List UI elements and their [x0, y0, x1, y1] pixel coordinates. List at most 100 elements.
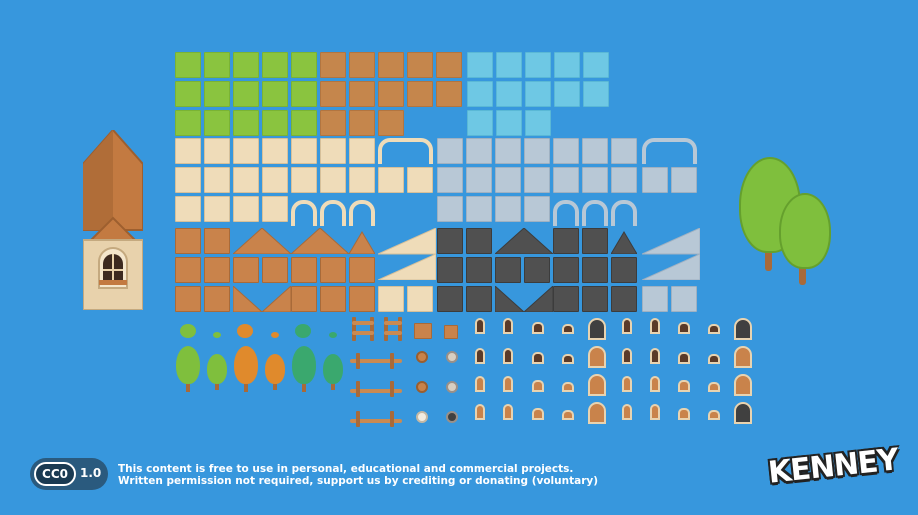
logo-text: KENNEY	[766, 442, 900, 491]
tile-sprite	[291, 52, 317, 78]
tile-sprite	[378, 110, 404, 136]
tile-sprite	[378, 167, 404, 193]
tile-sprite	[233, 52, 259, 78]
tile-sprite	[466, 286, 492, 312]
tile-sprite	[553, 138, 579, 164]
tile-sprite	[233, 110, 259, 136]
tile-sprite	[525, 81, 551, 107]
tile-sprite	[524, 167, 550, 193]
tile-sprite	[349, 167, 375, 193]
tile-sprite	[553, 167, 579, 193]
window-icon	[650, 318, 660, 334]
tile-sprite	[204, 81, 230, 107]
wall-tileset	[175, 138, 700, 226]
window-icon	[503, 404, 513, 420]
tile-sprite	[583, 52, 609, 78]
license-text: This content is free to use in personal,…	[118, 463, 618, 487]
window-icon	[475, 404, 485, 420]
tile-sprite	[611, 138, 637, 164]
tile-sprite	[496, 110, 522, 136]
tile-sprite	[466, 167, 492, 193]
window-icon	[622, 348, 632, 364]
bush-icon	[213, 332, 221, 338]
tile-sprite	[378, 52, 404, 78]
tile-sprite	[233, 257, 259, 283]
tile-sprite	[331, 380, 335, 390]
door-icon	[734, 346, 752, 368]
tile-sprite	[611, 257, 637, 283]
tile-sprite	[378, 286, 404, 312]
log-icon	[416, 381, 428, 393]
window-icon	[503, 348, 513, 364]
tile-sprite	[436, 52, 462, 78]
tile-sprite	[349, 81, 375, 107]
tile-sprite	[436, 81, 462, 107]
tile-sprite	[291, 257, 317, 283]
tree-icon	[234, 346, 258, 384]
tile-sprite	[291, 81, 317, 107]
tile-sprite	[175, 257, 201, 283]
tile-sprite	[553, 228, 579, 254]
window-icon	[562, 382, 574, 392]
tile-sprite	[204, 257, 230, 283]
tile-sprite	[352, 331, 374, 335]
slate-peak-icon	[611, 231, 637, 254]
tile-sprite	[175, 81, 201, 107]
tile-sprite	[407, 52, 433, 78]
tile-sprite	[291, 110, 317, 136]
tile-sprite	[262, 196, 288, 222]
tower-icon	[80, 128, 146, 311]
window-icon	[678, 408, 690, 420]
tile-sprite	[390, 381, 394, 397]
tile-sprite	[204, 110, 230, 136]
tile-sprite	[582, 138, 608, 164]
tile-sprite	[467, 81, 493, 107]
window-icon	[650, 404, 660, 420]
window-icon	[532, 352, 544, 364]
tile-sprite	[349, 257, 375, 283]
tile-sprite	[437, 196, 463, 222]
license-version: 1.0	[80, 466, 102, 480]
window-icon	[678, 322, 690, 334]
tile-sprite	[642, 167, 668, 193]
ladder-icon	[384, 317, 388, 341]
roof-peak-icon	[291, 228, 349, 254]
door-icon	[734, 374, 752, 396]
tile-sprite	[320, 167, 346, 193]
tile-sprite	[349, 52, 375, 78]
tile-sprite	[175, 286, 201, 312]
tile-sprite	[524, 257, 550, 283]
tile-sprite	[554, 81, 580, 107]
fence-icon	[350, 389, 402, 393]
tile-sprite	[378, 138, 433, 164]
tile-sprite	[349, 138, 375, 164]
tile-sprite	[175, 196, 201, 222]
window-icon	[708, 324, 720, 334]
kenney-logo[interactable]: KENNEY	[767, 442, 900, 491]
license-line-2: Written permission not required, support…	[118, 475, 599, 487]
tile-sprite	[611, 200, 637, 226]
tile-sprite	[204, 286, 230, 312]
tile-sprite	[233, 81, 259, 107]
window-icon	[532, 322, 544, 334]
tile-sprite	[262, 52, 288, 78]
tile-sprite	[553, 286, 579, 312]
tile-sprite	[262, 81, 288, 107]
license-badge[interactable]: CC0 1.0	[30, 458, 108, 490]
tile-sprite	[525, 110, 551, 136]
tile-sprite	[233, 138, 259, 164]
tile-sprite	[611, 286, 637, 312]
tile-sprite	[496, 52, 522, 78]
tile-sprite	[582, 257, 608, 283]
tile-sprite	[356, 353, 360, 369]
tile-sprite	[291, 138, 317, 164]
tile-sprite	[495, 138, 521, 164]
tile-sprite	[204, 167, 230, 193]
window-icon	[622, 376, 632, 392]
tile-sprite	[524, 196, 550, 222]
tile-sprite	[320, 110, 346, 136]
tile-sprite	[390, 353, 394, 369]
tile-sprite	[384, 321, 402, 325]
vegetation-set	[175, 320, 350, 400]
window-icon	[475, 376, 485, 392]
